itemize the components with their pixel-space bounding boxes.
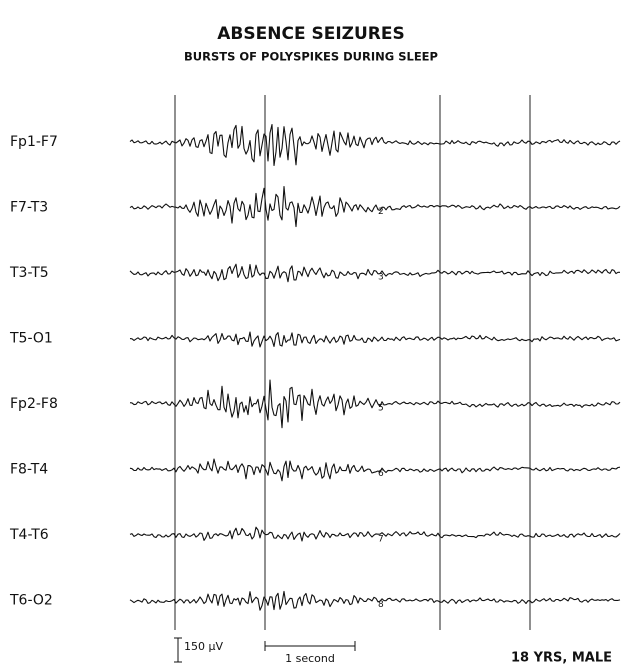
channel-label: F7-T3	[10, 200, 48, 216]
eeg-trace	[129, 379, 621, 429]
scale-bars: 150 µV 1 second	[174, 637, 356, 665]
channel-label: F8-T4	[10, 462, 48, 478]
channel-label: Fp2-F8	[10, 396, 58, 412]
channel-label: T3-T5	[9, 265, 49, 281]
eeg-trace	[129, 331, 621, 348]
channel-label: T5-O1	[9, 331, 53, 347]
subtitle: BURSTS OF POLYSPIKES DURING SLEEP	[184, 50, 438, 64]
channel-label: T6-O2	[9, 593, 53, 609]
eeg-trace	[129, 123, 621, 167]
channel-marker: 3	[378, 273, 384, 283]
eeg-trace	[129, 263, 620, 283]
channels: Fp1-F7 F7-T3 2 T3-T5 3 T5-O1 Fp2-F8 5 F8-T4 6 T4-T…	[9, 123, 621, 611]
channel-label: Fp1-F7	[10, 134, 58, 150]
channel-marker: 8	[378, 600, 384, 610]
eeg-trace	[129, 590, 621, 611]
channel-marker: 5	[378, 404, 384, 414]
eeg-trace	[129, 186, 621, 228]
eeg-trace	[129, 526, 621, 542]
time-label: 1 second	[285, 652, 335, 665]
channel-marker: 2	[378, 207, 384, 217]
eeg-trace	[129, 458, 621, 482]
amplitude-label: 150 µV	[184, 640, 223, 653]
patient-info: 18 YRS, MALE	[511, 651, 612, 666]
channel-label: T4-T6	[9, 527, 49, 543]
title: ABSENCE SEIZURES	[217, 24, 404, 44]
time-lines	[174, 95, 531, 630]
channel-marker: 6	[378, 469, 384, 479]
channel-marker: 7	[378, 535, 384, 545]
